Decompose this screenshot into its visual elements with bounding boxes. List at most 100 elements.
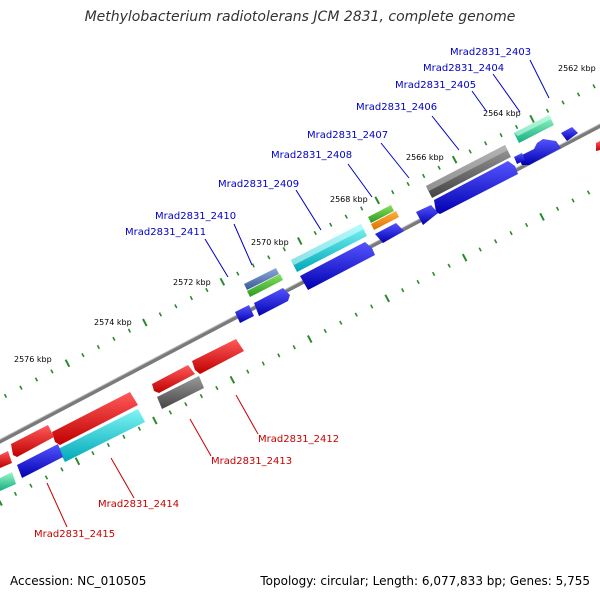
minor-tick [323, 328, 327, 334]
gene-Mrad2831_2413[interactable] [157, 376, 204, 409]
major-tick [529, 114, 535, 123]
gene-label[interactable]: Mrad2831_2407 [307, 130, 388, 141]
tick-label: 2566 kbp [406, 153, 444, 162]
gene-label[interactable]: Mrad2831_2415 [34, 529, 115, 540]
gene-Mrad2831_2412[interactable] [192, 339, 244, 374]
genome-stats-text: Topology: circular; Length: 6,077,833 bp… [260, 574, 590, 588]
major-tick [297, 237, 303, 246]
minor-tick [112, 336, 116, 341]
minor-tick [246, 369, 250, 374]
major-tick [0, 499, 3, 506]
bottom-gene-labels: Mrad2831_2412 Mrad2831_2413 Mrad2831_241… [34, 434, 339, 540]
minor-tick [571, 198, 575, 203]
major-tick [384, 294, 390, 303]
gene-block[interactable] [416, 205, 438, 225]
gene-block[interactable] [52, 392, 138, 445]
minor-tick [493, 239, 498, 244]
minor-tick [205, 287, 209, 293]
tick-label: 2572 kbp [173, 278, 211, 287]
minor-tick [29, 483, 33, 488]
minor-tick [478, 247, 482, 252]
gene-Mrad2831_2409[interactable] [300, 242, 375, 290]
minor-tick [236, 271, 240, 276]
gene-label[interactable]: Mrad2831_2412 [258, 434, 339, 445]
gene-label[interactable]: Mrad2831_2411 [125, 227, 206, 238]
gene-label[interactable]: Mrad2831_2413 [211, 456, 292, 467]
gene-label[interactable]: Mrad2831_2404 [423, 63, 504, 74]
major-tick [142, 318, 148, 327]
gene-label[interactable]: Mrad2831_2406 [356, 102, 437, 113]
minor-tick [524, 222, 529, 228]
gene-Mrad2831_2411[interactable] [247, 274, 283, 297]
minor-tick [509, 231, 513, 236]
gene-block[interactable] [235, 305, 254, 323]
top-leader-lines [204, 59, 550, 278]
gene-Mrad2831_2408[interactable] [291, 224, 367, 272]
gene-Mrad2831_2415[interactable] [11, 425, 54, 457]
minor-tick [576, 92, 581, 97]
inner-lane-genes [0, 376, 204, 491]
minor-tick [34, 377, 39, 382]
minor-tick [421, 173, 426, 179]
gene-label[interactable]: Mrad2831_2410 [155, 211, 236, 222]
minor-tick [292, 345, 296, 350]
accession-text: Accession: NC_010505 [10, 574, 147, 588]
minor-tick [251, 263, 255, 268]
minor-tick [215, 385, 219, 391]
minor-tick [406, 181, 410, 187]
minor-tick [81, 353, 85, 358]
gene-label[interactable]: Mrad2831_2414 [98, 499, 179, 510]
gene-Mrad2831_2407[interactable] [368, 205, 399, 230]
gene-Mrad2831_2414[interactable] [58, 409, 145, 462]
major-tick [152, 416, 158, 425]
gene-label[interactable]: Mrad2831_2403 [450, 47, 531, 58]
minor-tick [354, 312, 358, 317]
gene-block[interactable] [17, 444, 63, 478]
minor-tick [313, 230, 317, 236]
minor-tick [50, 369, 54, 374]
tick-label: 2570 kbp [251, 238, 289, 247]
minor-tick [19, 385, 23, 390]
major-tick [374, 196, 380, 205]
major-tick [219, 277, 226, 286]
gene-Mrad2831_2404[interactable] [426, 145, 511, 198]
gene-block[interactable] [0, 451, 12, 468]
minor-tick [468, 149, 472, 154]
gene-Mrad2831_2406[interactable] [434, 161, 518, 214]
minor-tick [44, 475, 49, 480]
gene-block[interactable] [375, 223, 404, 243]
gene-label[interactable]: Mrad2831_2408 [271, 150, 352, 161]
minor-tick [261, 361, 265, 366]
minor-tick [96, 344, 101, 350]
gene-block[interactable] [518, 139, 561, 165]
minor-tick [555, 206, 560, 211]
tick-label: 2568 kbp [330, 195, 368, 204]
major-tick [461, 253, 468, 262]
reverse-strand-genes [0, 339, 244, 468]
minor-tick [416, 279, 420, 285]
tick-label: 2562 kbp [558, 64, 596, 73]
gene-block[interactable] [561, 127, 578, 141]
gene-Mrad2831_2410[interactable] [244, 268, 279, 290]
minor-tick [514, 124, 519, 130]
gene-label[interactable]: Mrad2831_2405 [395, 80, 476, 91]
top-gene-labels: Mrad2831_2403 Mrad2831_2404 Mrad2831_240… [125, 47, 531, 238]
inner-tick-ring [0, 190, 591, 506]
major-tick [539, 212, 545, 221]
gene-block[interactable] [596, 141, 600, 151]
minor-tick [344, 214, 348, 219]
minor-tick [277, 353, 281, 358]
gene-block[interactable] [0, 472, 16, 491]
minor-tick [329, 222, 333, 227]
gene-label[interactable]: Mrad2831_2409 [218, 179, 299, 190]
gene-block[interactable] [254, 288, 290, 316]
minor-tick [158, 312, 163, 317]
minor-tick [499, 133, 503, 138]
gene-Mrad2831_2403[interactable] [514, 115, 554, 143]
tick-label: 2576 kbp [14, 355, 52, 364]
gene-block[interactable] [152, 365, 195, 393]
minor-tick [137, 426, 142, 431]
gene-block[interactable] [514, 153, 525, 164]
genome-title: Methylobacterium radiotolerans JCM 2831,… [84, 9, 516, 25]
